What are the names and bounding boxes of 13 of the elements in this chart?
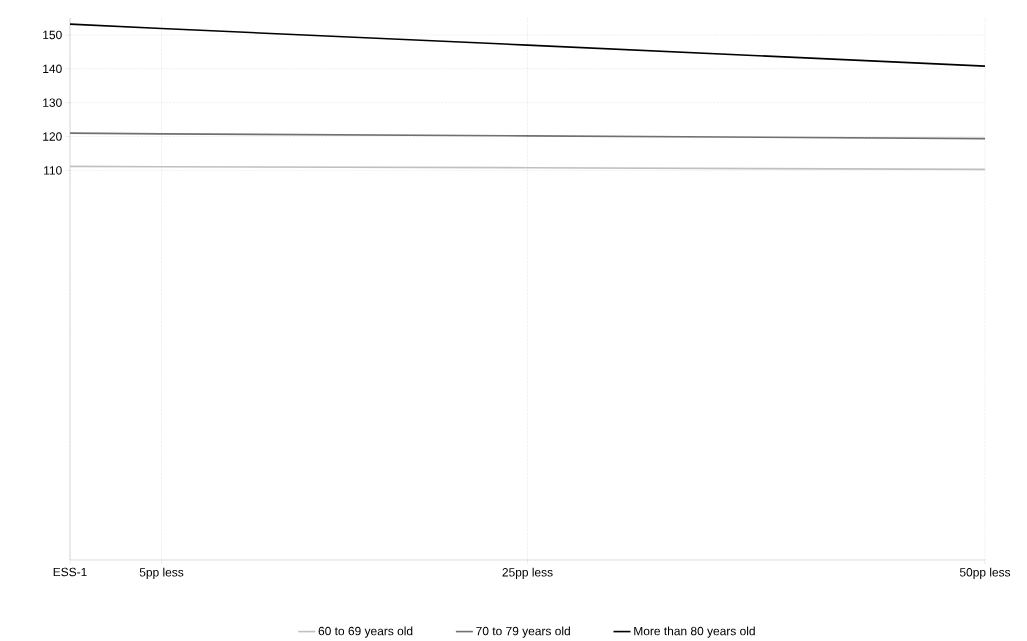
x-tick-label: 50pp less bbox=[959, 567, 1011, 579]
y-tick-label: 120 bbox=[43, 132, 62, 141]
x-tick-label: 25pp less bbox=[502, 567, 553, 579]
legend-label: More than 80 years old bbox=[634, 626, 755, 638]
y-tick-label: 150 bbox=[43, 30, 62, 40]
y-tick-label: 110 bbox=[44, 166, 62, 175]
x-tick-label: ESS-1 bbox=[53, 567, 87, 577]
y-tick-label: 140 bbox=[43, 64, 62, 74]
legend-label: 70 to 79 years old bbox=[476, 626, 570, 638]
legend-label: 60 to 69 years old bbox=[318, 626, 413, 638]
x-tick-label: 5pp less bbox=[139, 567, 184, 579]
y-tick-label: 130 bbox=[43, 98, 62, 107]
line-series bbox=[69, 23, 986, 67]
